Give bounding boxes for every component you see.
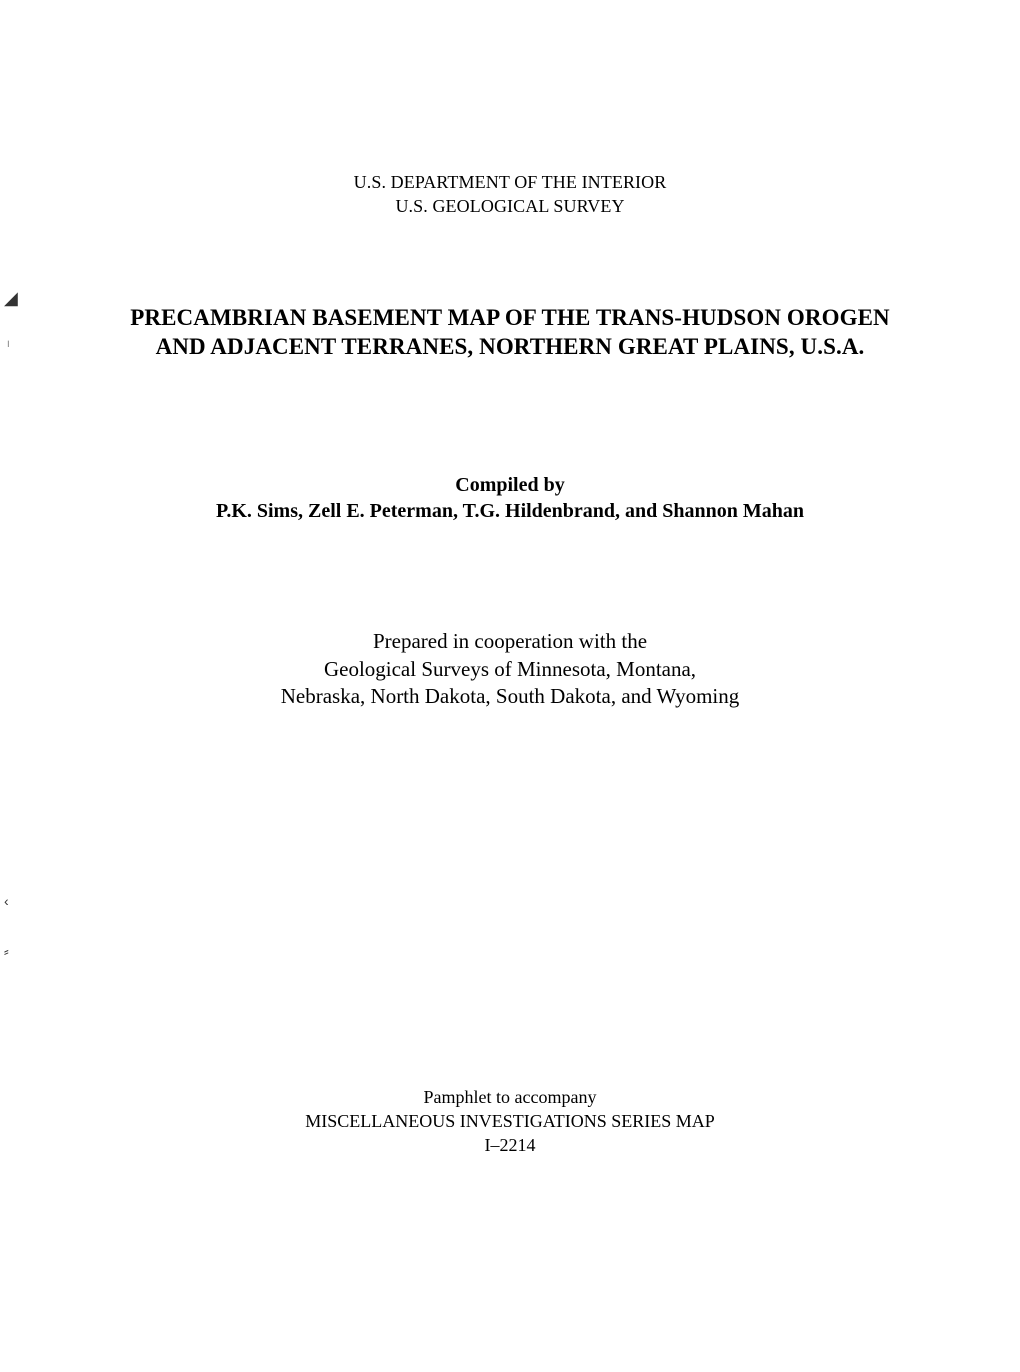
pamphlet-line: I–2214 — [108, 1134, 912, 1158]
prepared-line: Prepared in cooperation with the — [108, 628, 912, 655]
pamphlet-block: Pamphlet to accompany MISCELLANEOUS INVE… — [108, 710, 912, 1158]
margin-mark-icon: ⸗ — [4, 943, 9, 959]
margin-mark-icon: ᛌ — [4, 338, 12, 354]
margin-mark-icon: ◢ — [4, 288, 18, 309]
margin-mark-icon: ‹ — [4, 893, 9, 909]
title-line: AND ADJACENT TERRANES, NORTHERN GREAT PL… — [108, 332, 912, 362]
pamphlet-line: Pamphlet to accompany — [108, 1086, 912, 1110]
department-block: U.S. DEPARTMENT OF THE INTERIOR U.S. GEO… — [108, 0, 912, 219]
prepared-line: Geological Surveys of Minnesota, Montana… — [108, 656, 912, 683]
document-title: PRECAMBRIAN BASEMENT MAP OF THE TRANS-HU… — [108, 219, 912, 363]
title-line: PRECAMBRIAN BASEMENT MAP OF THE TRANS-HU… — [108, 303, 912, 333]
department-line: U.S. GEOLOGICAL SURVEY — [108, 194, 912, 218]
compiled-by-block: Compiled by P.K. Sims, Zell E. Peterman,… — [108, 362, 912, 524]
compiled-label: Compiled by — [108, 472, 912, 498]
prepared-block: Prepared in cooperation with the Geologi… — [108, 524, 912, 710]
prepared-line: Nebraska, North Dakota, South Dakota, an… — [108, 683, 912, 710]
department-line: U.S. DEPARTMENT OF THE INTERIOR — [108, 170, 912, 194]
pamphlet-line: MISCELLANEOUS INVESTIGATIONS SERIES MAP — [108, 1110, 912, 1134]
authors-line: P.K. Sims, Zell E. Peterman, T.G. Hilden… — [108, 498, 912, 524]
